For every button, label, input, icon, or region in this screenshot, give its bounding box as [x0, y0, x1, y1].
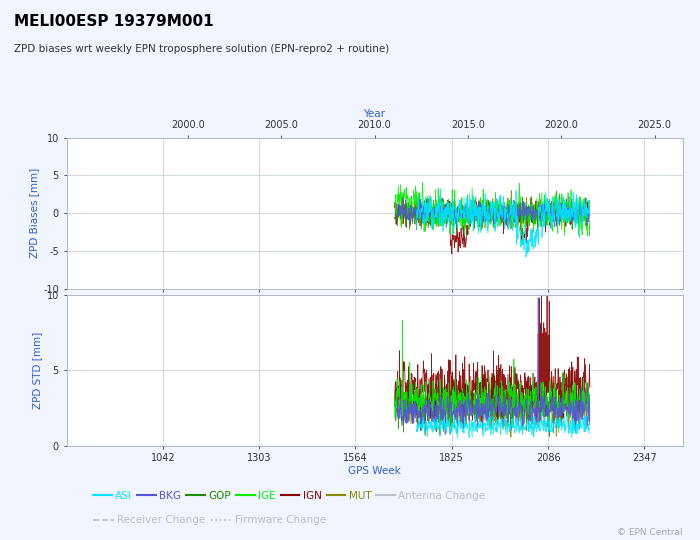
Legend: Receiver Change, Firmware Change: Receiver Change, Firmware Change [89, 511, 330, 529]
X-axis label: Year: Year [363, 109, 386, 119]
Text: © EPN Central: © EPN Central [617, 528, 682, 537]
Y-axis label: ZPD STD [mm]: ZPD STD [mm] [32, 332, 43, 409]
Y-axis label: ZPD Biases [mm]: ZPD Biases [mm] [29, 168, 39, 258]
X-axis label: GPS Week: GPS Week [348, 466, 401, 476]
Text: ZPD biases wrt weekly EPN troposphere solution (EPN-repro2 + routine): ZPD biases wrt weekly EPN troposphere so… [14, 44, 389, 55]
Legend: ASI, BKG, GOP, IGE, IGN, MUT, Antenna Change: ASI, BKG, GOP, IGE, IGN, MUT, Antenna Ch… [89, 487, 489, 505]
Text: MELI00ESP 19379M001: MELI00ESP 19379M001 [14, 14, 213, 29]
